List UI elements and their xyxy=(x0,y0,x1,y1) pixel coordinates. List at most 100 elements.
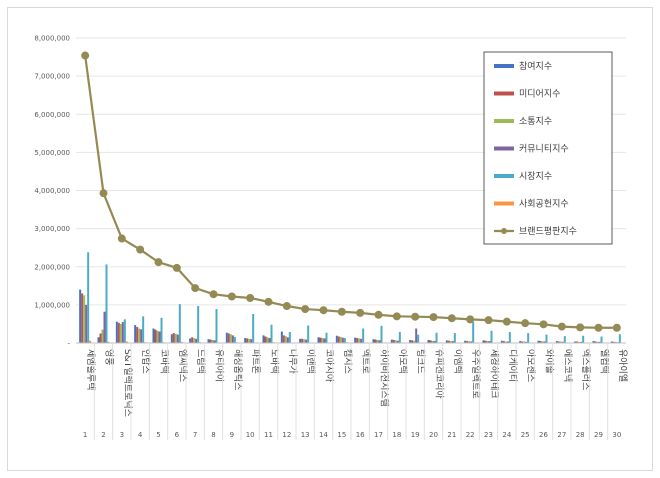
bar xyxy=(264,336,267,343)
bar xyxy=(325,332,328,343)
legend-label: 참여지수 xyxy=(519,60,552,72)
y-tick-label: 1,000,000 xyxy=(34,301,70,309)
bar xyxy=(466,341,469,343)
bar xyxy=(266,337,269,343)
bar xyxy=(178,304,181,343)
x-category-label: 코아시아 xyxy=(324,349,335,383)
bar xyxy=(470,341,473,343)
bar xyxy=(207,339,210,343)
line-point xyxy=(429,313,438,322)
bar xyxy=(213,340,216,343)
bar xyxy=(101,329,104,343)
y-tick-label: - xyxy=(67,340,70,348)
y-tick-label: 8,000,000 xyxy=(34,35,70,43)
x-category-label: 에스코넥 xyxy=(562,349,573,382)
line-series xyxy=(81,51,621,332)
bar xyxy=(482,340,485,343)
x-category-label: 디케이티 xyxy=(507,349,518,382)
bar xyxy=(197,306,200,343)
line-point xyxy=(411,312,420,321)
x-rank-label: 3 xyxy=(120,431,124,439)
x-rank-label: 10 xyxy=(246,431,255,439)
bar xyxy=(97,337,100,343)
bar xyxy=(284,336,287,343)
x-rank-label: 1 xyxy=(83,431,87,439)
legend-swatch xyxy=(494,119,514,123)
bar xyxy=(231,335,234,343)
bar xyxy=(376,339,379,343)
bar xyxy=(142,316,145,343)
bar xyxy=(508,331,511,343)
bar xyxy=(488,341,491,343)
line-point xyxy=(337,307,346,316)
bar xyxy=(390,339,393,343)
x-category-label: 아모센스 xyxy=(525,349,536,382)
line-point xyxy=(191,284,200,293)
bar xyxy=(81,293,84,343)
legend-swatch xyxy=(494,201,514,206)
bar xyxy=(85,304,88,343)
bar xyxy=(614,341,617,343)
line-point xyxy=(81,51,90,60)
bar xyxy=(525,341,528,343)
bar xyxy=(396,340,399,343)
x-category-label: 이엠텍 xyxy=(452,349,464,374)
bar xyxy=(305,339,308,343)
x-rank-label: 29 xyxy=(594,431,603,439)
bar xyxy=(557,341,560,343)
bar xyxy=(123,319,126,343)
bar xyxy=(140,329,143,343)
bar xyxy=(409,339,412,343)
bar xyxy=(250,339,253,343)
x-category-label: 인탑스 xyxy=(140,349,152,374)
bar xyxy=(189,338,192,343)
line-point xyxy=(319,306,328,315)
bar xyxy=(195,338,198,343)
bar xyxy=(303,339,306,343)
line-point xyxy=(264,297,273,306)
x-category-label: 와이솔 xyxy=(544,349,556,374)
bar xyxy=(262,335,265,343)
bar xyxy=(335,335,338,343)
bar xyxy=(433,341,436,343)
bar xyxy=(431,340,434,343)
bar xyxy=(158,331,161,343)
line-point xyxy=(282,302,291,311)
bar xyxy=(372,339,375,343)
bar xyxy=(176,334,179,343)
bar xyxy=(79,289,82,343)
bar xyxy=(561,341,564,343)
x-category-label: 엠씨넥스 xyxy=(177,349,189,382)
bar xyxy=(413,340,416,343)
y-tick-label: 4,000,000 xyxy=(34,187,70,195)
bar xyxy=(209,339,212,343)
bar xyxy=(301,338,304,343)
bar xyxy=(545,334,548,343)
bar xyxy=(286,337,289,343)
bar xyxy=(472,321,475,343)
y-tick-label: 6,000,000 xyxy=(34,111,70,119)
bar-series xyxy=(79,252,623,343)
bar xyxy=(596,341,599,343)
line-point xyxy=(227,292,236,301)
bar xyxy=(103,311,106,343)
x-rank-label: 5 xyxy=(156,431,160,439)
bar xyxy=(500,340,503,343)
line-point xyxy=(99,189,108,198)
bar xyxy=(527,333,530,343)
line-point xyxy=(136,245,145,254)
x-rank-label: 23 xyxy=(484,431,493,439)
line-point xyxy=(154,258,163,267)
bar xyxy=(154,329,157,343)
x-rank-label: 27 xyxy=(557,431,566,439)
bar xyxy=(354,337,357,343)
bar xyxy=(87,252,90,343)
bar xyxy=(559,341,562,343)
legend-label: 커뮤니티지수 xyxy=(519,144,569,155)
bar xyxy=(374,339,377,343)
bar xyxy=(543,341,546,343)
bar xyxy=(121,322,124,343)
x-category-label: 링크드 xyxy=(415,349,427,374)
bar xyxy=(411,340,414,343)
